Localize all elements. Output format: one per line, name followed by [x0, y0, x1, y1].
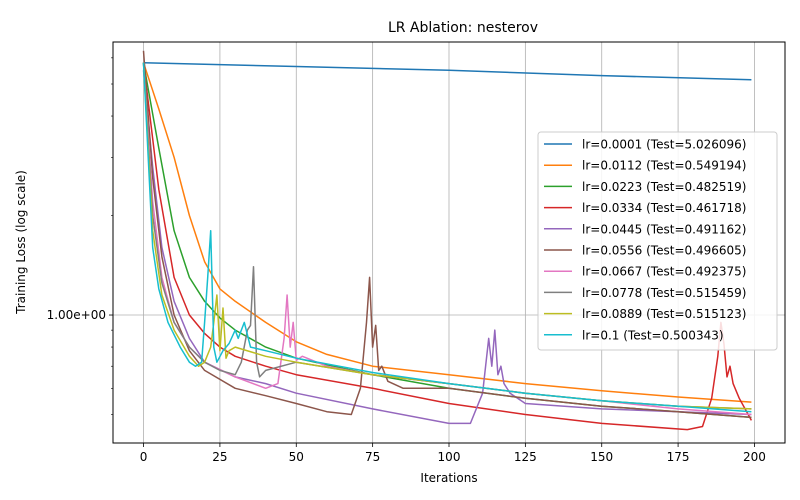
legend-entry: lr=0.1 (Test=0.500343)	[582, 328, 724, 342]
x-tick-label: 150	[590, 450, 613, 464]
series-line-1	[142, 62, 752, 403]
series-lines	[142, 50, 753, 431]
legend-entry: lr=0.0667 (Test=0.492375)	[582, 265, 746, 279]
legend-entry: lr=0.0556 (Test=0.496605)	[582, 244, 746, 258]
x-tick-label: 125	[514, 450, 537, 464]
x-tick-label: 200	[743, 450, 766, 464]
series-line-0	[143, 61, 752, 81]
x-tick-label: 175	[667, 450, 690, 464]
series-group	[142, 50, 753, 431]
legend-entry: lr=0.0223 (Test=0.482519)	[582, 180, 746, 194]
series-line-3	[142, 62, 753, 431]
legend-entry: lr=0.0889 (Test=0.515123)	[582, 307, 746, 321]
x-tick-label: 50	[289, 450, 304, 464]
chart-title: LR Ablation: nesterov	[388, 20, 538, 36]
y-tick-label: 1.00e+00	[47, 308, 106, 322]
x-tick-label: 0	[140, 450, 148, 464]
series-line-9	[142, 62, 752, 413]
series-line-5	[142, 50, 752, 419]
x-tick-label: 100	[438, 450, 461, 464]
x-tick-label: 75	[365, 450, 380, 464]
x-axis-label: Iterations	[420, 471, 477, 485]
x-tick-label: 25	[212, 450, 227, 464]
legend-entry: lr=0.0778 (Test=0.515459)	[582, 286, 746, 300]
legend-box	[537, 131, 778, 351]
legend-entry: lr=0.0445 (Test=0.491162)	[582, 222, 746, 236]
axis-ticks: 0 25 50 75 100 125 150 175 200 1.00e+00	[47, 57, 766, 464]
legend-entry: lr=0.0001 (Test=5.026096)	[582, 138, 746, 152]
legend: lr=0.0001 (Test=5.026096) lr=0.0112 (Test…	[537, 131, 778, 351]
series-line-4	[142, 70, 752, 425]
legend-entry: lr=0.0112 (Test=0.549194)	[582, 159, 746, 173]
y-axis-label: Training Loss (log scale)	[14, 170, 28, 315]
legend-entry: lr=0.0334 (Test=0.461718)	[582, 201, 746, 215]
